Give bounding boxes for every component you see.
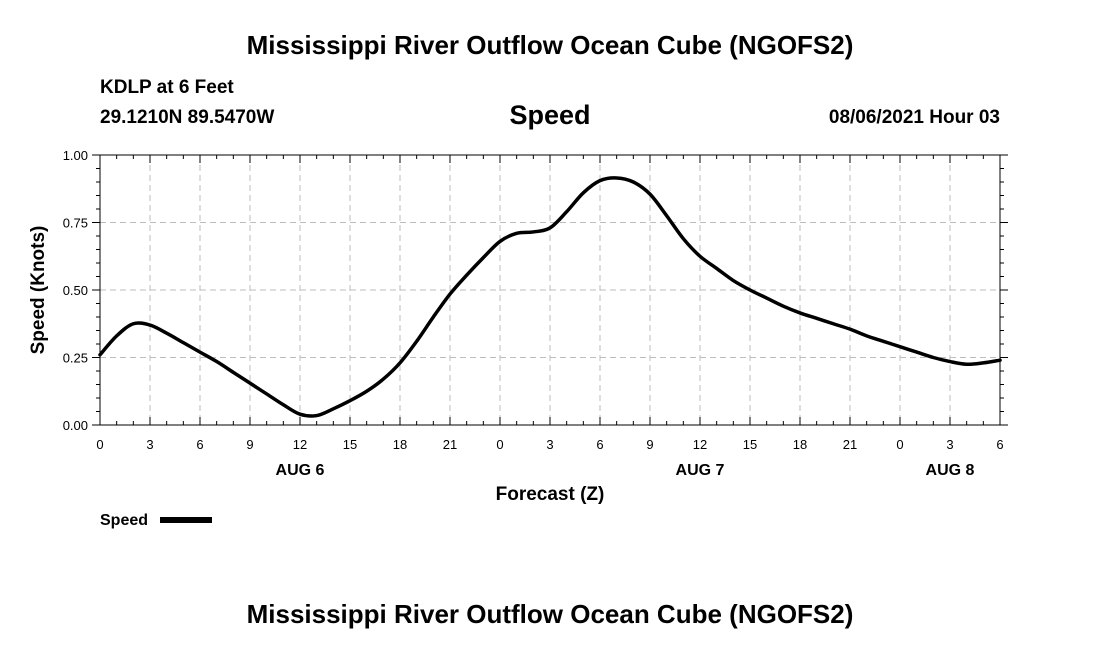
x-tick-label: 12 [693, 437, 707, 452]
y-tick-label: 0.50 [63, 283, 88, 298]
x-tick-label: 15 [343, 437, 357, 452]
chart-title: Mississippi River Outflow Ocean Cube (NG… [246, 30, 854, 60]
y-tick-label: 0.75 [63, 216, 88, 231]
y-tick-label: 0.25 [63, 351, 88, 366]
x-tick-label: 18 [393, 437, 407, 452]
x-tick-label: 6 [596, 437, 603, 452]
x-tick-label: 18 [793, 437, 807, 452]
x-tick-label: 9 [246, 437, 253, 452]
day-label: AUG 8 [926, 462, 975, 479]
footer-title: Mississippi River Outflow Ocean Cube (NG… [246, 599, 854, 629]
series-layer [98, 176, 1002, 418]
x-tick-label: 3 [946, 437, 953, 452]
y-axis-title: Speed (Knots) [28, 226, 49, 355]
x-tick-label: 0 [896, 437, 903, 452]
timestamp-label: 08/06/2021 Hour 03 [828, 107, 1000, 128]
x-tick-label: 3 [546, 437, 553, 452]
legend-label: Speed [100, 512, 148, 529]
y-tick-label: 0.00 [63, 418, 88, 433]
x-axis-title: Forecast (Z) [496, 484, 605, 505]
day-label: AUG 6 [276, 462, 325, 479]
legend: Speed [100, 512, 212, 529]
station-label: KDLP at 6 Feet [100, 77, 234, 98]
axis-ticks [92, 154, 1008, 426]
y-tick-label: 1.00 [63, 148, 88, 163]
x-tick-label: 9 [646, 437, 653, 452]
variable-label: Speed [509, 100, 591, 130]
grid [100, 155, 1000, 425]
plot-frame [99, 154, 1001, 426]
x-tick-label: 15 [743, 437, 757, 452]
speed-series-line [98, 176, 1002, 418]
x-tick-label: 12 [293, 437, 307, 452]
x-tick-label: 0 [496, 437, 503, 452]
axis-labels: 0 3 6 9 12 15 18 21 0 3 6 9 12 15 18 21 0 3 6 AUG 6 AUG 7 AUG… [63, 148, 1004, 479]
x-tick-label: 21 [843, 437, 857, 452]
location-label: 29.1210N 89.5470W [100, 107, 275, 128]
x-tick-label: 3 [146, 437, 153, 452]
x-tick-label: 6 [196, 437, 203, 452]
day-label: AUG 7 [676, 462, 725, 479]
x-tick-label: 0 [96, 437, 103, 452]
x-tick-label: 6 [996, 437, 1003, 452]
x-tick-label: 21 [443, 437, 457, 452]
